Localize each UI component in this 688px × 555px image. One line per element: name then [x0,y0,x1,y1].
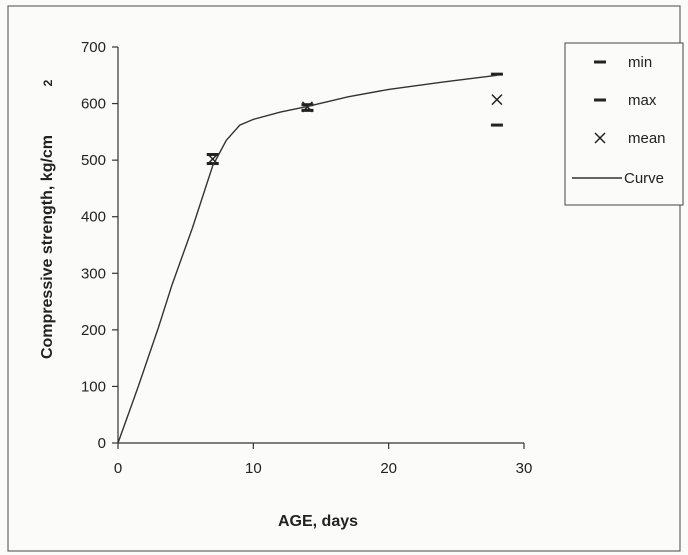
y-tick-label: 100 [81,378,106,395]
legend-curve-label: Curve [624,170,664,187]
legend-max-label: max [628,92,657,109]
y-axis-title: Compressive strength, kg/cm [39,135,56,359]
x-axis-title: AGE, days [278,513,358,530]
figure-frame [7,5,681,552]
y-tick-label: 200 [81,322,106,339]
y-axis-title-group: Compressive strength, kg/cm [39,135,56,359]
legend-min-label: min [628,54,652,71]
y-axis-title-superscript: 2 [41,79,55,86]
y-tick-label: 300 [81,265,106,282]
legend-mean-marker [594,132,606,144]
y-tick-label: 600 [81,96,106,113]
mean-point-stroke [207,153,219,165]
axes: 0 100 200 300 400 500 600 700 0 10 20 30 [81,39,532,477]
legend: min max mean Curve [564,42,684,206]
y-tick-label: 0 [98,435,106,452]
y-tick-label: 700 [81,39,106,56]
curve-series-line [117,74,497,444]
mean-point [491,94,503,106]
x-tick-label: 0 [114,460,122,477]
x-tick-label: 30 [516,460,533,477]
mean-point-stroke [491,94,503,106]
y-tick-label: 500 [81,152,106,169]
y-tick-label: 400 [81,209,106,226]
plot-area [117,72,503,444]
legend-mean-stroke [594,132,606,144]
mean-point [207,153,219,165]
legend-mean-label: mean [628,130,666,147]
x-tick-label: 10 [245,460,262,477]
x-tick-label: 20 [380,460,397,477]
